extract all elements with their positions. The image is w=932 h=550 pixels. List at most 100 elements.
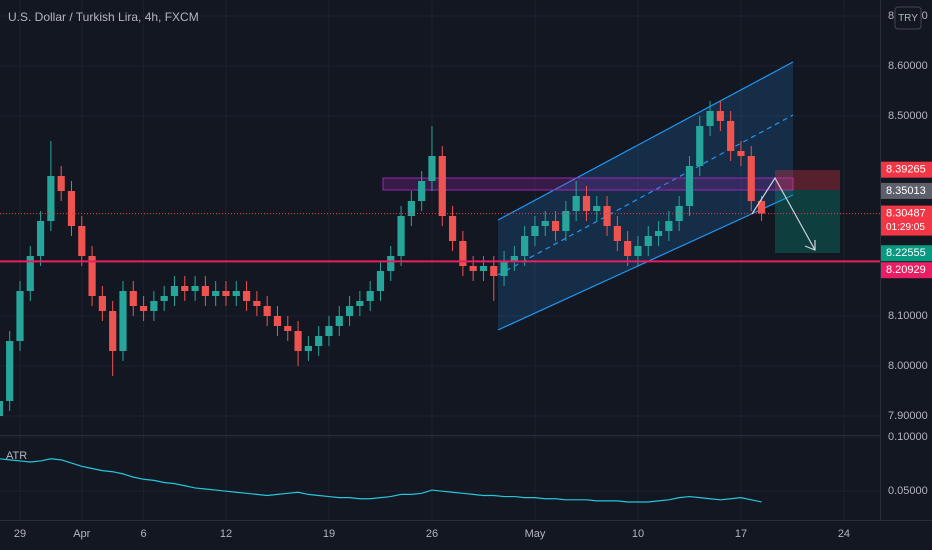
price-label-box xyxy=(881,161,932,178)
price-label-box xyxy=(881,245,932,262)
price-label: 8.39265 xyxy=(886,164,926,176)
candle-body xyxy=(325,326,333,336)
candle-body xyxy=(521,236,529,256)
candle-body xyxy=(26,256,34,291)
candle-body xyxy=(366,291,374,301)
currency-button[interactable] xyxy=(894,6,922,30)
target-zone xyxy=(775,190,840,253)
candle-body xyxy=(603,206,611,226)
candle-body xyxy=(418,181,426,201)
candle-body xyxy=(47,176,55,221)
candle-body xyxy=(747,156,755,201)
candle-body xyxy=(119,291,127,351)
candle-body xyxy=(387,256,395,271)
candle-body xyxy=(757,201,766,214)
candle-body xyxy=(6,341,14,401)
currency[interactable]: TRY xyxy=(898,13,918,24)
candle-body xyxy=(356,301,364,306)
candle-body xyxy=(294,331,302,351)
candle-body xyxy=(67,191,76,226)
candle-body xyxy=(696,126,704,166)
candle-body xyxy=(273,316,282,326)
candle-body xyxy=(253,301,261,306)
candle-body xyxy=(36,221,45,256)
candle-body xyxy=(490,266,498,276)
candle-body xyxy=(88,256,96,296)
candle-body xyxy=(150,301,158,311)
candle-body xyxy=(706,111,714,126)
candle-body xyxy=(624,241,632,256)
countdown: 01:29:05 xyxy=(886,222,925,233)
candle-body xyxy=(737,151,745,156)
x-tick-label: 6 xyxy=(141,528,147,540)
candle-body xyxy=(613,226,621,241)
chart-title: U.S. Dollar / Turkish Lira, 4h, FXCM xyxy=(8,10,199,24)
x-tick-label: 12 xyxy=(220,528,232,540)
candle-body xyxy=(665,221,673,231)
x-tick-label: 19 xyxy=(323,528,335,540)
channel-upper xyxy=(497,61,794,221)
candle-body xyxy=(448,216,457,241)
arrows xyxy=(751,176,816,251)
candle-body xyxy=(634,246,642,256)
y-tick-label: 8.00000 xyxy=(888,360,928,372)
candle-body xyxy=(345,306,354,316)
arrow-head xyxy=(804,240,816,251)
price-label: 8.30487 xyxy=(886,207,926,219)
candle-body xyxy=(78,226,86,256)
price-label: 8.20929 xyxy=(886,264,926,276)
y-tick-label: 0.05000 xyxy=(888,485,928,497)
candle-body xyxy=(685,166,694,206)
channel-fill xyxy=(498,62,793,330)
x-tick-label: 17 xyxy=(735,528,747,540)
candle-body xyxy=(551,221,560,231)
stop-zone xyxy=(775,170,840,190)
candle-body xyxy=(727,121,735,151)
price-label-box xyxy=(881,205,932,236)
candle-body xyxy=(191,286,199,291)
candle-body xyxy=(572,196,580,211)
candle-body xyxy=(500,261,508,276)
candle-body xyxy=(675,206,683,221)
candle-body xyxy=(438,156,446,216)
candle-body xyxy=(98,296,106,311)
price-label: 8.35013 xyxy=(886,185,926,197)
candle-body xyxy=(0,401,3,416)
candle-body xyxy=(644,236,652,246)
price-label-box xyxy=(881,262,932,279)
indicator-name: ATR xyxy=(6,450,27,462)
price-label: 8.22555 xyxy=(886,247,926,259)
candle-body xyxy=(139,306,148,311)
price-label-box xyxy=(881,182,932,199)
candle-body xyxy=(263,306,271,316)
candle-body xyxy=(284,326,292,331)
candle-body xyxy=(541,221,549,226)
candle-body xyxy=(57,176,65,191)
candle-body xyxy=(315,336,323,346)
x-tick-label: 26 xyxy=(426,528,438,540)
candle-body xyxy=(160,296,168,301)
y-tick-label: 7.90000 xyxy=(888,410,928,422)
y-tick-label: 8.10000 xyxy=(888,310,928,322)
indicator-line xyxy=(0,458,762,503)
x-tick-label: 29 xyxy=(14,528,26,540)
x-tick-label: 10 xyxy=(632,528,644,540)
candle-body xyxy=(181,286,189,291)
candle-body xyxy=(562,211,570,231)
y-tick-label: 8.50000 xyxy=(888,110,928,122)
channel-lower xyxy=(497,194,794,331)
candle-body xyxy=(593,206,601,211)
y-tick-label: 8.60000 xyxy=(888,60,928,72)
candle-body xyxy=(242,291,251,301)
x-tick-label: 24 xyxy=(838,528,850,540)
x-tick-label: May xyxy=(525,528,546,540)
candle-body xyxy=(428,156,436,181)
candle-body xyxy=(397,216,405,256)
candle-body xyxy=(129,291,137,306)
candle-body xyxy=(232,291,240,296)
candle-body xyxy=(201,286,209,296)
candle-body xyxy=(510,256,518,261)
candle-body xyxy=(469,266,477,271)
